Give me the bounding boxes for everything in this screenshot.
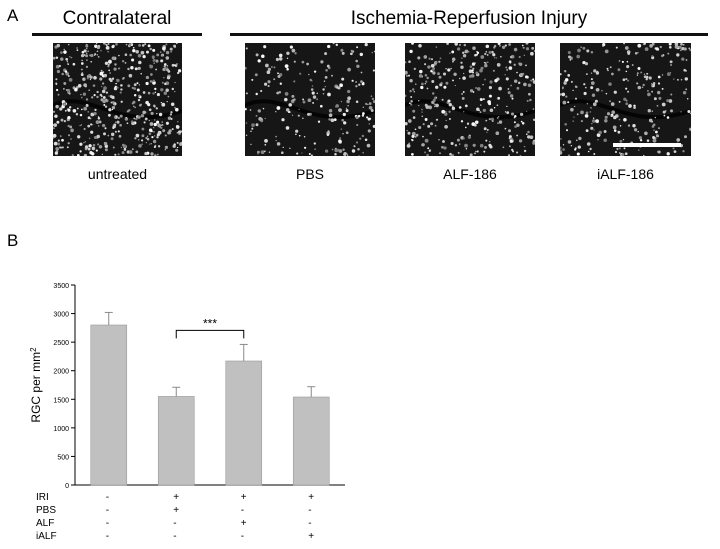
table-row-label: PBS	[36, 505, 57, 516]
table-mark: -	[240, 505, 245, 516]
table-row-label: iALF	[36, 531, 57, 542]
bar-pbs	[157, 396, 195, 486]
micrograph-untreated	[53, 43, 182, 156]
table-mark: +	[240, 492, 247, 503]
panel-a-letter: A	[7, 6, 19, 25]
y-tick-label: 1500	[53, 397, 69, 404]
table-mark: +	[308, 492, 315, 503]
table-mark: -	[308, 518, 312, 529]
micrograph-pbs	[245, 43, 375, 156]
table-mark: -	[105, 531, 110, 542]
treatment-table: IRI - + + + PBS - + - - ALF - - + - iALF - - - +	[36, 492, 356, 548]
table-row-ialf: iALF - - - +	[36, 531, 356, 544]
y-tick-label: 3500	[53, 283, 69, 290]
y-axis-label-superscript: 2	[29, 347, 38, 352]
table-mark: +	[173, 505, 180, 516]
significance-bracket	[175, 329, 245, 339]
y-axis-label: RGC per mm2	[29, 347, 44, 423]
bar-chart: 0 500 1000 1500 2000 2500 3000 3500 *** RGC per…	[29, 283, 345, 490]
y-axis-label-text: RGC per mm	[29, 352, 43, 423]
table-mark: -	[105, 505, 110, 516]
bar-alf-186	[225, 360, 263, 486]
table-row-alf: ALF - - + -	[36, 518, 356, 531]
group-title-contralateral: Contralateral	[62, 8, 172, 29]
table-mark: +	[240, 518, 247, 529]
table-row-label: ALF	[36, 518, 55, 529]
y-tick-label: 500	[57, 454, 69, 461]
table-mark: -	[105, 492, 110, 503]
panel-b-letter: B	[7, 231, 19, 250]
y-tick-label: 1000	[53, 426, 69, 433]
y-tick-label: 0	[65, 483, 69, 490]
table-mark: +	[173, 492, 180, 503]
y-tick-label: 2000	[53, 369, 69, 376]
table-row-label: IRI	[36, 492, 49, 503]
caption-alf-186: ALF-186	[443, 166, 497, 182]
micrograph-alf-186	[405, 43, 535, 156]
y-tick-label: 3000	[53, 312, 69, 319]
significance-stars: ***	[203, 316, 217, 330]
bar-untreated	[90, 324, 128, 486]
table-mark: -	[105, 518, 110, 529]
table-mark: -	[240, 531, 245, 542]
y-tick-label: 2500	[53, 340, 69, 347]
micrograph-ialf-186	[560, 43, 691, 156]
table-mark: -	[308, 505, 312, 516]
table-mark: -	[173, 531, 177, 542]
caption-pbs: PBS	[295, 166, 324, 182]
group-underline-iri	[230, 33, 708, 36]
caption-untreated: untreated	[87, 166, 148, 182]
table-row-iri: IRI - + + +	[36, 492, 356, 505]
table-mark: -	[173, 518, 177, 529]
caption-ialf-186: iALF-186	[597, 166, 654, 182]
bar-ialf-186	[292, 396, 330, 486]
table-mark: +	[308, 531, 315, 542]
group-title-iri: Ischemia-Reperfusion Injury	[350, 8, 588, 29]
scale-bar	[613, 143, 681, 147]
table-row-pbs: PBS - + - -	[36, 505, 356, 518]
group-underline-contralateral	[32, 33, 202, 36]
